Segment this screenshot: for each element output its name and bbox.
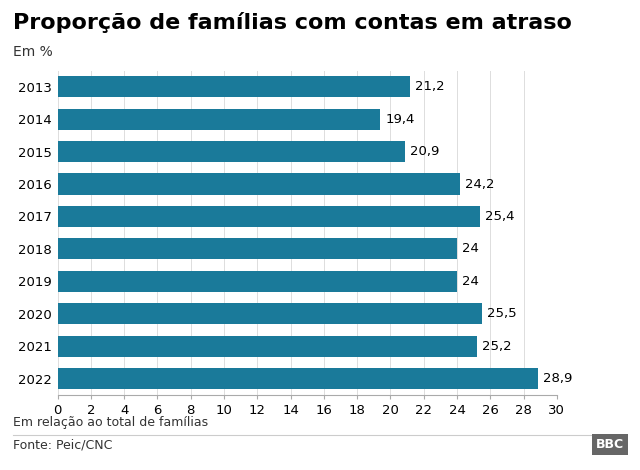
Bar	[58, 336, 477, 357]
Bar	[58, 206, 480, 227]
Text: Fonte: Peic/CNC: Fonte: Peic/CNC	[13, 438, 112, 451]
Bar	[58, 303, 482, 324]
Bar	[58, 368, 538, 389]
Text: Em relação ao total de famílias: Em relação ao total de famílias	[13, 416, 208, 429]
Text: 25,5: 25,5	[487, 307, 516, 320]
Text: 19,4: 19,4	[385, 113, 415, 125]
Bar	[58, 141, 405, 162]
Bar	[58, 173, 460, 195]
Text: 24,2: 24,2	[465, 178, 495, 190]
Bar	[58, 271, 457, 292]
Bar	[58, 109, 380, 130]
Text: 24: 24	[462, 275, 479, 288]
Text: 25,4: 25,4	[485, 210, 515, 223]
Text: Em %: Em %	[13, 45, 52, 59]
Text: 24: 24	[462, 243, 479, 255]
Text: 25,2: 25,2	[482, 340, 511, 352]
Text: 21,2: 21,2	[415, 80, 445, 93]
Text: 20,9: 20,9	[410, 145, 440, 158]
Bar	[58, 238, 457, 259]
Text: Proporção de famílias com contas em atraso: Proporção de famílias com contas em atra…	[13, 12, 572, 33]
Bar	[58, 76, 410, 97]
Text: BBC: BBC	[596, 438, 624, 451]
Text: 28,9: 28,9	[543, 372, 573, 385]
